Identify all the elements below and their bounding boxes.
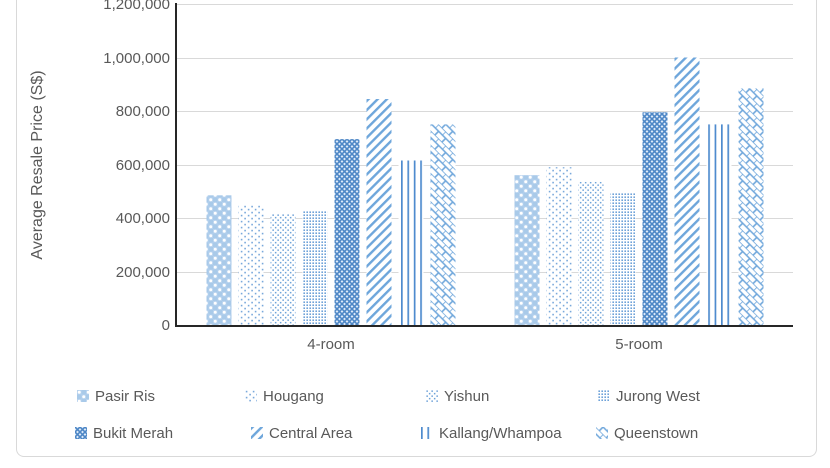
legend-swatch-downward-diagonal-stripes-icon — [251, 427, 263, 439]
y-tick-label: 200,000 — [115, 264, 170, 281]
legend-label: Jurong West — [616, 388, 700, 405]
gridline — [177, 218, 793, 219]
y-tick-label: 600,000 — [115, 157, 170, 174]
legend-item-bukit-merah[interactable]: Bukit Merah — [75, 425, 173, 443]
bar-yishun-4-room[interactable] — [270, 214, 296, 325]
legend-label: Queenstown — [614, 425, 699, 442]
legend-item-pasir-ris[interactable]: Pasir Ris — [77, 388, 155, 406]
legend-swatch-diagonal-brick-icon — [596, 427, 608, 439]
legend-swatch-medium-dots-icon — [426, 390, 438, 402]
y-tick-label: 1,200,000 — [103, 0, 170, 13]
y-axis-line — [175, 3, 177, 327]
legend-item-kallang-whampoa[interactable]: Kallang/Whampoa — [421, 425, 562, 443]
bar-central-area-5-room[interactable] — [674, 57, 700, 326]
gridline — [177, 272, 793, 273]
legend-label: Pasir Ris — [95, 388, 156, 405]
legend-item-hougang[interactable]: Hougang — [245, 388, 324, 406]
bar-yishun-5-room[interactable] — [578, 181, 604, 325]
y-tick-label: 0 — [161, 317, 170, 334]
legend-label: Kallang/Whampoa — [439, 425, 562, 442]
bar-jurong-west-4-room[interactable] — [302, 210, 328, 325]
bar-hougang-4-room[interactable] — [238, 204, 264, 325]
legend-swatch-vertical-lines-icon — [421, 427, 433, 439]
bar-jurong-west-5-room[interactable] — [610, 192, 636, 325]
gridline — [177, 165, 793, 166]
x-category-label-5-room: 5-room — [615, 336, 663, 353]
legend-swatch-sparse-dots-icon — [245, 390, 257, 402]
x-category-label-4-room: 4-room — [307, 336, 355, 353]
y-tick-label: 400,000 — [115, 210, 170, 227]
gridline — [177, 58, 793, 59]
bar-central-area-4-room[interactable] — [366, 99, 392, 325]
legend-swatch-diamond-lattice-icon — [75, 427, 87, 439]
x-axis-line — [175, 325, 793, 327]
bar-bukit-merah-4-room[interactable] — [334, 139, 360, 325]
legend-label: Central Area — [269, 425, 353, 442]
legend-swatch-dense-dots-icon — [598, 390, 610, 402]
bar-bukit-merah-5-room[interactable] — [642, 112, 668, 325]
bar-pasir-ris-4-room[interactable] — [206, 195, 232, 325]
bar-hougang-5-room[interactable] — [546, 167, 572, 325]
gridline — [177, 4, 793, 5]
y-tick-label: 1,000,000 — [103, 50, 170, 67]
legend-swatch-diamond-dot-fill-icon — [77, 390, 89, 402]
y-tick-label: 800,000 — [115, 103, 170, 120]
legend-item-queenstown[interactable]: Queenstown — [596, 425, 698, 443]
bar-kallang-whampoa-5-room[interactable] — [706, 124, 732, 325]
legend-label: Yishun — [444, 388, 490, 405]
bar-queenstown-5-room[interactable] — [738, 88, 764, 325]
legend-label: Bukit Merah — [93, 425, 174, 442]
legend-item-yishun[interactable]: Yishun — [426, 388, 489, 406]
plot-area[interactable] — [177, 4, 793, 325]
legend-item-central-area[interactable]: Central Area — [251, 425, 352, 443]
gridline — [177, 111, 793, 112]
bar-pasir-ris-5-room[interactable] — [514, 175, 540, 325]
legend-item-jurong-west[interactable]: Jurong West — [598, 388, 700, 406]
legend-label: Hougang — [263, 388, 324, 405]
bar-kallang-whampoa-4-room[interactable] — [398, 160, 424, 326]
bar-queenstown-4-room[interactable] — [430, 124, 456, 325]
